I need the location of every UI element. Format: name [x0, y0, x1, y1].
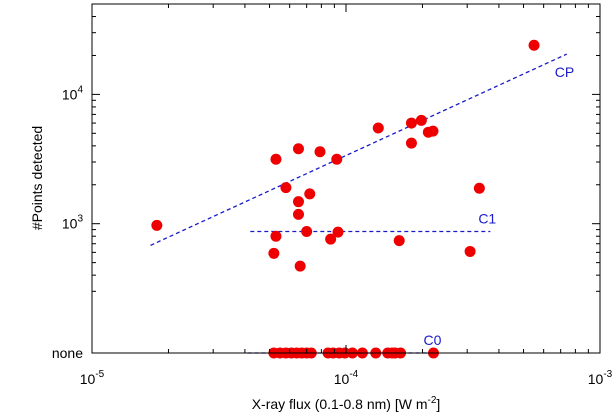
data-point: [325, 233, 337, 245]
data-point: [292, 143, 304, 155]
data-point: [314, 146, 326, 158]
fit-label-cp: CP: [555, 64, 574, 80]
data-point: [268, 247, 280, 259]
y-tick-label: 104: [62, 84, 84, 102]
x-tick-label: 10-3: [588, 369, 613, 387]
x-tick-label: 10-5: [80, 369, 105, 387]
data-point: [464, 245, 476, 257]
fit-label-c0: C0: [423, 332, 441, 348]
fit-label-c1: C1: [478, 211, 496, 227]
data-point: [270, 153, 282, 165]
data-point: [372, 122, 384, 134]
fit-lines: [150, 53, 568, 354]
data-point: [528, 39, 540, 51]
y-tick-label: 103: [62, 214, 84, 232]
x-axis-title: X-ray flux (0.1-0.8 nm) [W m-2]: [252, 395, 441, 412]
data-point: [294, 260, 306, 272]
data-point: [332, 226, 344, 238]
data-point: [292, 196, 304, 208]
y-axis-title: #Points detected: [29, 126, 45, 230]
data-point: [304, 188, 316, 200]
data-point: [301, 226, 313, 238]
data-point: [415, 114, 427, 126]
data-points: [151, 39, 540, 359]
data-point: [331, 153, 343, 165]
data-point: [270, 230, 282, 242]
data-point: [427, 125, 439, 137]
data-point: [405, 137, 417, 149]
x-tick-label: 10-4: [334, 369, 359, 387]
data-point: [405, 117, 417, 129]
y-tick-label-none: none: [52, 345, 83, 361]
data-point: [292, 208, 304, 220]
data-point: [473, 182, 485, 194]
fit-line-cp: [150, 53, 568, 246]
data-point: [393, 235, 405, 247]
fit-labels: CP C1 C0: [423, 64, 574, 348]
axis-ticks: 10-5 10-4 10-3 103 104 none: [52, 3, 613, 387]
data-point: [280, 182, 292, 194]
plot-frame: [91, 3, 601, 354]
data-point: [151, 219, 163, 231]
